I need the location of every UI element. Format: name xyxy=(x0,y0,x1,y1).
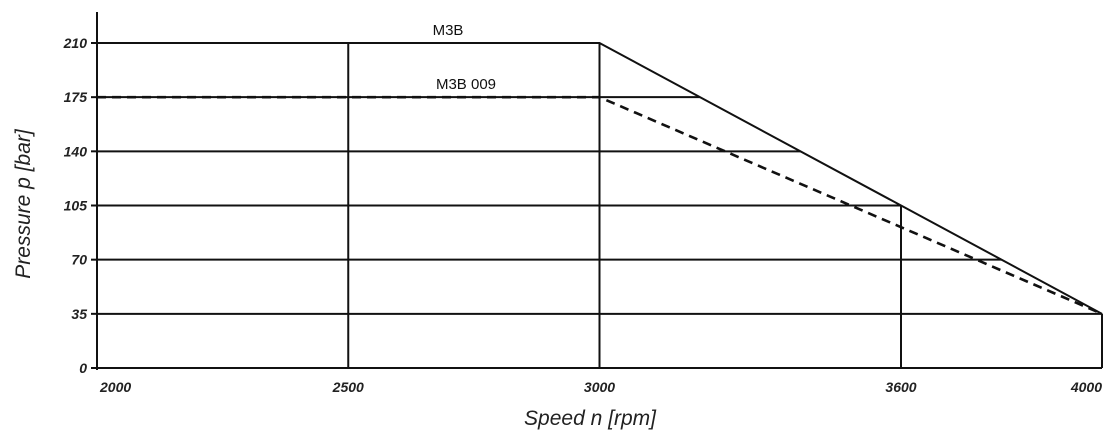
series-layer xyxy=(97,42,1103,316)
x-tick-label: 2500 xyxy=(332,379,364,395)
x-tick-label: 2000 xyxy=(99,379,131,395)
y-tick-label: 140 xyxy=(64,143,88,159)
y-tick-label: 175 xyxy=(64,89,88,105)
series-line-0 xyxy=(97,42,1103,315)
y-tick-label: 0 xyxy=(79,360,87,376)
y-tick-label: 105 xyxy=(64,198,88,214)
x-tick-label: 3600 xyxy=(885,379,916,395)
x-tick-label: 3000 xyxy=(584,379,615,395)
series-label-m3b: M3B xyxy=(433,22,464,39)
axes-layer xyxy=(96,12,1103,370)
series-label-m3b-009: M3B 009 xyxy=(436,76,496,93)
ticks-layer: 0 35 70 105 140 175 210 2000 2500 3000 3600 4000 xyxy=(63,35,1103,395)
y-tick-label: 210 xyxy=(63,35,88,51)
y-tick-label: 70 xyxy=(71,252,87,268)
x-tick-label: 4000 xyxy=(1070,379,1102,395)
y-axis-title: Pressure p [bar] xyxy=(12,128,35,279)
x-axis-title: Speed n [rpm] xyxy=(524,407,657,430)
grid-layer xyxy=(97,43,1103,368)
series-line-1 xyxy=(97,95,1103,316)
y-tick-label: 35 xyxy=(71,306,87,322)
